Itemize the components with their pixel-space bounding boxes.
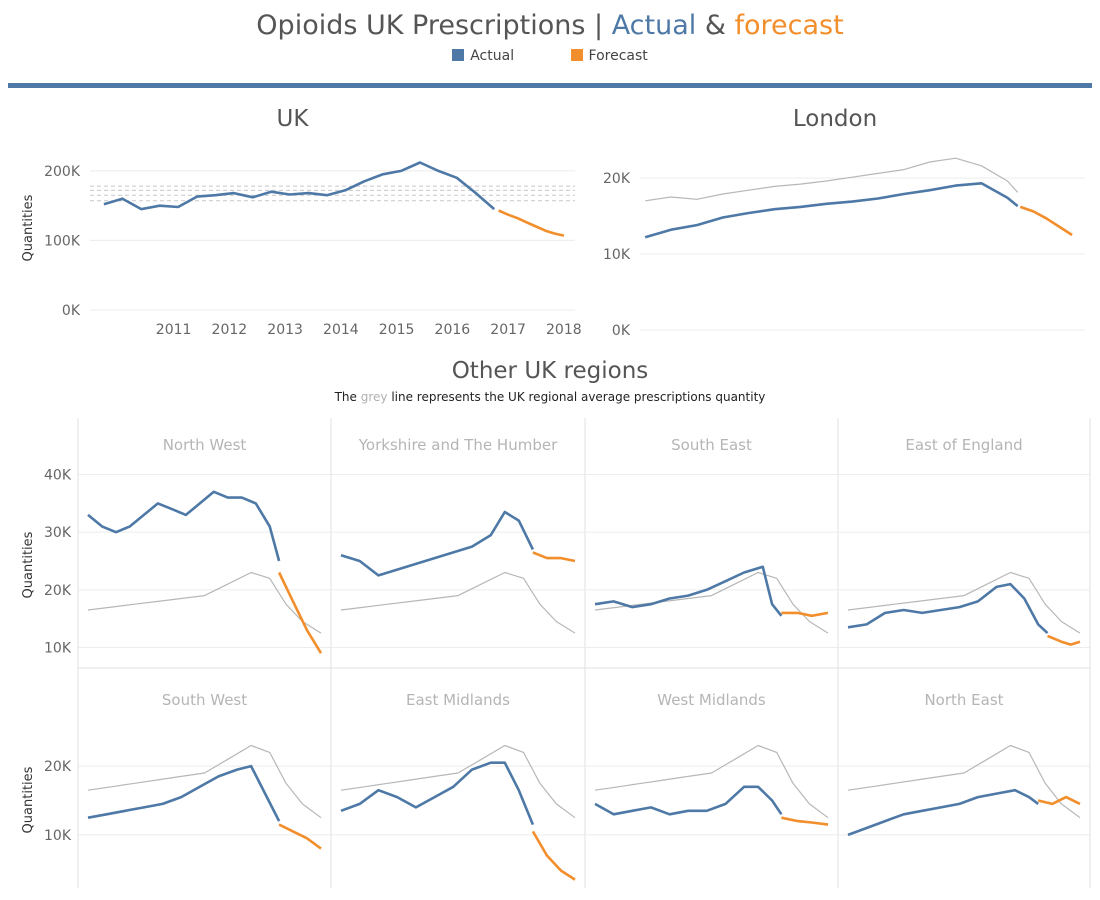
region-west-midlands-average-line: [594, 744, 829, 819]
uk-y-tick-label: 100K: [44, 233, 81, 249]
uk-x-tick-label: 2016: [435, 322, 471, 338]
legend-item-actual[interactable]: Actual: [452, 48, 514, 64]
region-y-tick-label: 10K: [44, 828, 72, 844]
region-east-of-england-average-line: [847, 571, 1081, 634]
uk-forecast-line: [498, 209, 565, 237]
region-title-south-east: South East: [671, 436, 752, 454]
header-divider: [8, 83, 1092, 88]
legend-swatch-forecast: [570, 49, 583, 61]
region-east-midlands-forecast-line: [531, 830, 576, 881]
region-title-west-midlands: West Midlands: [657, 691, 766, 709]
uk-x-tick-label: 2012: [212, 322, 248, 338]
region-east-midlands-actual-line: [340, 761, 535, 826]
region-yorkshire-and-the-humber-forecast-line: [532, 551, 576, 563]
region-title-east-midlands: East Midlands: [406, 691, 510, 709]
region-title-south-west: South West: [162, 691, 247, 709]
region-north-west-actual-line: [87, 490, 281, 562]
london-average-line: [645, 157, 1019, 202]
region-south-west-forecast-line: [278, 823, 322, 850]
region-title-north-west: North West: [163, 436, 247, 454]
london-chart-title: London: [792, 106, 878, 132]
uk-x-tick-label: 2017: [490, 322, 526, 338]
region-west-midlands-forecast-line: [781, 816, 829, 826]
region-y-axis-label: Quantities: [21, 531, 36, 598]
region-y-tick-label: 20K: [44, 583, 72, 599]
title-prefix: Opioids UK Prescriptions |: [256, 10, 612, 41]
london-y-tick-label: 0K: [612, 323, 631, 339]
legend-label-actual: Actual: [470, 48, 515, 64]
legend-label-forecast: Forecast: [588, 48, 648, 64]
title-amp: &: [696, 10, 735, 41]
region-south-east-average-line: [594, 571, 829, 634]
uk-actual-line: [103, 161, 496, 211]
region-y-tick-label: 20K: [44, 759, 72, 775]
dashboard-title: Opioids UK Prescriptions | Actual & fore…: [0, 10, 1100, 41]
regions-subtitle: The grey line represents the UK regional…: [0, 390, 1100, 404]
london-actual-line: [644, 182, 1019, 239]
region-title-yorkshire-and-the-humber: Yorkshire and The Humber: [358, 436, 558, 454]
region-east-of-england-actual-line: [847, 582, 1049, 635]
region-y-tick-label: 10K: [44, 640, 72, 656]
regions-section-title: Other UK regions: [451, 358, 649, 384]
uk-y-tick-label: 0K: [62, 303, 81, 319]
uk-y-tick-label: 200K: [44, 164, 81, 180]
region-north-west-forecast-line: [277, 571, 323, 654]
region-yorkshire-and-the-humber-actual-line: [340, 510, 535, 577]
uk-x-tick-label: 2011: [156, 322, 192, 338]
london-y-tick-label: 10K: [603, 247, 631, 263]
uk-chart-title: UK: [276, 106, 309, 132]
region-south-west-actual-line: [87, 764, 281, 822]
region-title-east-of-england: East of England: [905, 436, 1022, 454]
region-y-tick-label: 40K: [44, 468, 72, 484]
region-north-east-average-line: [847, 744, 1081, 819]
region-east-of-england-forecast-line: [1046, 634, 1081, 646]
region-west-midlands-actual-line: [594, 785, 783, 816]
region-north-east-actual-line: [847, 788, 1039, 837]
region-y-tick-label: 30K: [44, 525, 72, 541]
region-yorkshire-and-the-humber-average-line: [340, 571, 576, 634]
region-south-east-forecast-line: [781, 611, 829, 618]
title-forecast-word: forecast: [734, 10, 844, 41]
subtitle-part-1: The: [334, 390, 361, 404]
subtitle-part-2: line represents the UK regional average …: [387, 390, 766, 404]
uk-x-tick-label: 2013: [267, 322, 303, 338]
region-title-north-east: North East: [924, 691, 1003, 709]
region-east-midlands-average-line: [340, 744, 576, 819]
uk-x-tick-label: 2018: [546, 322, 582, 338]
region-north-west-average-line: [87, 571, 322, 634]
legend-item-forecast[interactable]: Forecast: [570, 48, 648, 64]
legend-swatch-actual: [452, 49, 465, 61]
uk-x-tick-label: 2014: [323, 322, 359, 338]
region-south-east-actual-line: [594, 565, 783, 617]
region-south-west-average-line: [87, 744, 322, 819]
uk-y-axis-label: Quantities: [21, 194, 36, 261]
chart-layer: 0K 100K 200K 2011 2012 2013 2014 2015 2016 2017 20…: [21, 157, 1091, 888]
subtitle-grey-word: grey: [360, 390, 388, 404]
legend: Actual Forecast: [0, 48, 1100, 64]
region-north-east-forecast-line: [1037, 795, 1081, 806]
london-forecast-line: [1019, 205, 1073, 237]
region-y-axis-label: Quantities: [21, 766, 36, 833]
london-y-tick-label: 20K: [603, 171, 631, 187]
uk-x-tick-label: 2015: [379, 322, 415, 338]
title-actual-word: Actual: [611, 10, 697, 41]
